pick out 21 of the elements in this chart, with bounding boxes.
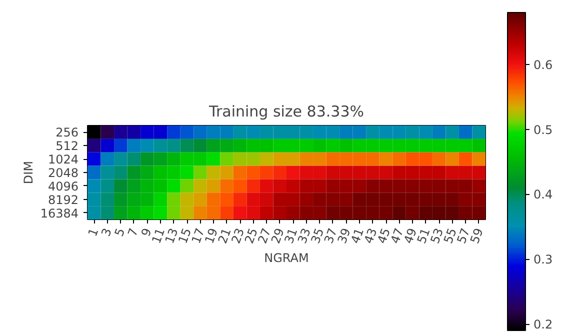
- y-tick-label: 16384: [40, 206, 79, 220]
- x-tick-label: 1: [85, 226, 102, 238]
- color-bar-label: 0.2: [534, 318, 553, 332]
- y-axis-title: DIM: [21, 160, 36, 184]
- y-tick-label: 256: [56, 126, 78, 140]
- x-tick-label: 7: [125, 226, 141, 238]
- y-tick-label: 4096: [48, 179, 79, 194]
- x-tick-label: 59: [468, 226, 486, 246]
- y-tick-label: 1024: [48, 152, 79, 167]
- x-tick-label: 5: [112, 226, 128, 238]
- color-bar-label: 0.4: [534, 188, 553, 202]
- y-tick-label: 512: [56, 139, 78, 154]
- x-axis-title: NGRAM: [264, 250, 309, 265]
- y-tick-label: 8192: [48, 192, 79, 207]
- color-bar-label: 0.5: [534, 122, 553, 137]
- x-tick-label: 3: [98, 226, 114, 238]
- color-bar-label: 0.3: [534, 252, 553, 267]
- chart-title: Training size 83.33%: [208, 102, 364, 120]
- color-bar-label: 0.6: [534, 58, 553, 72]
- y-tick-label: 2048: [48, 166, 79, 180]
- x-tick-label: 9: [138, 226, 154, 238]
